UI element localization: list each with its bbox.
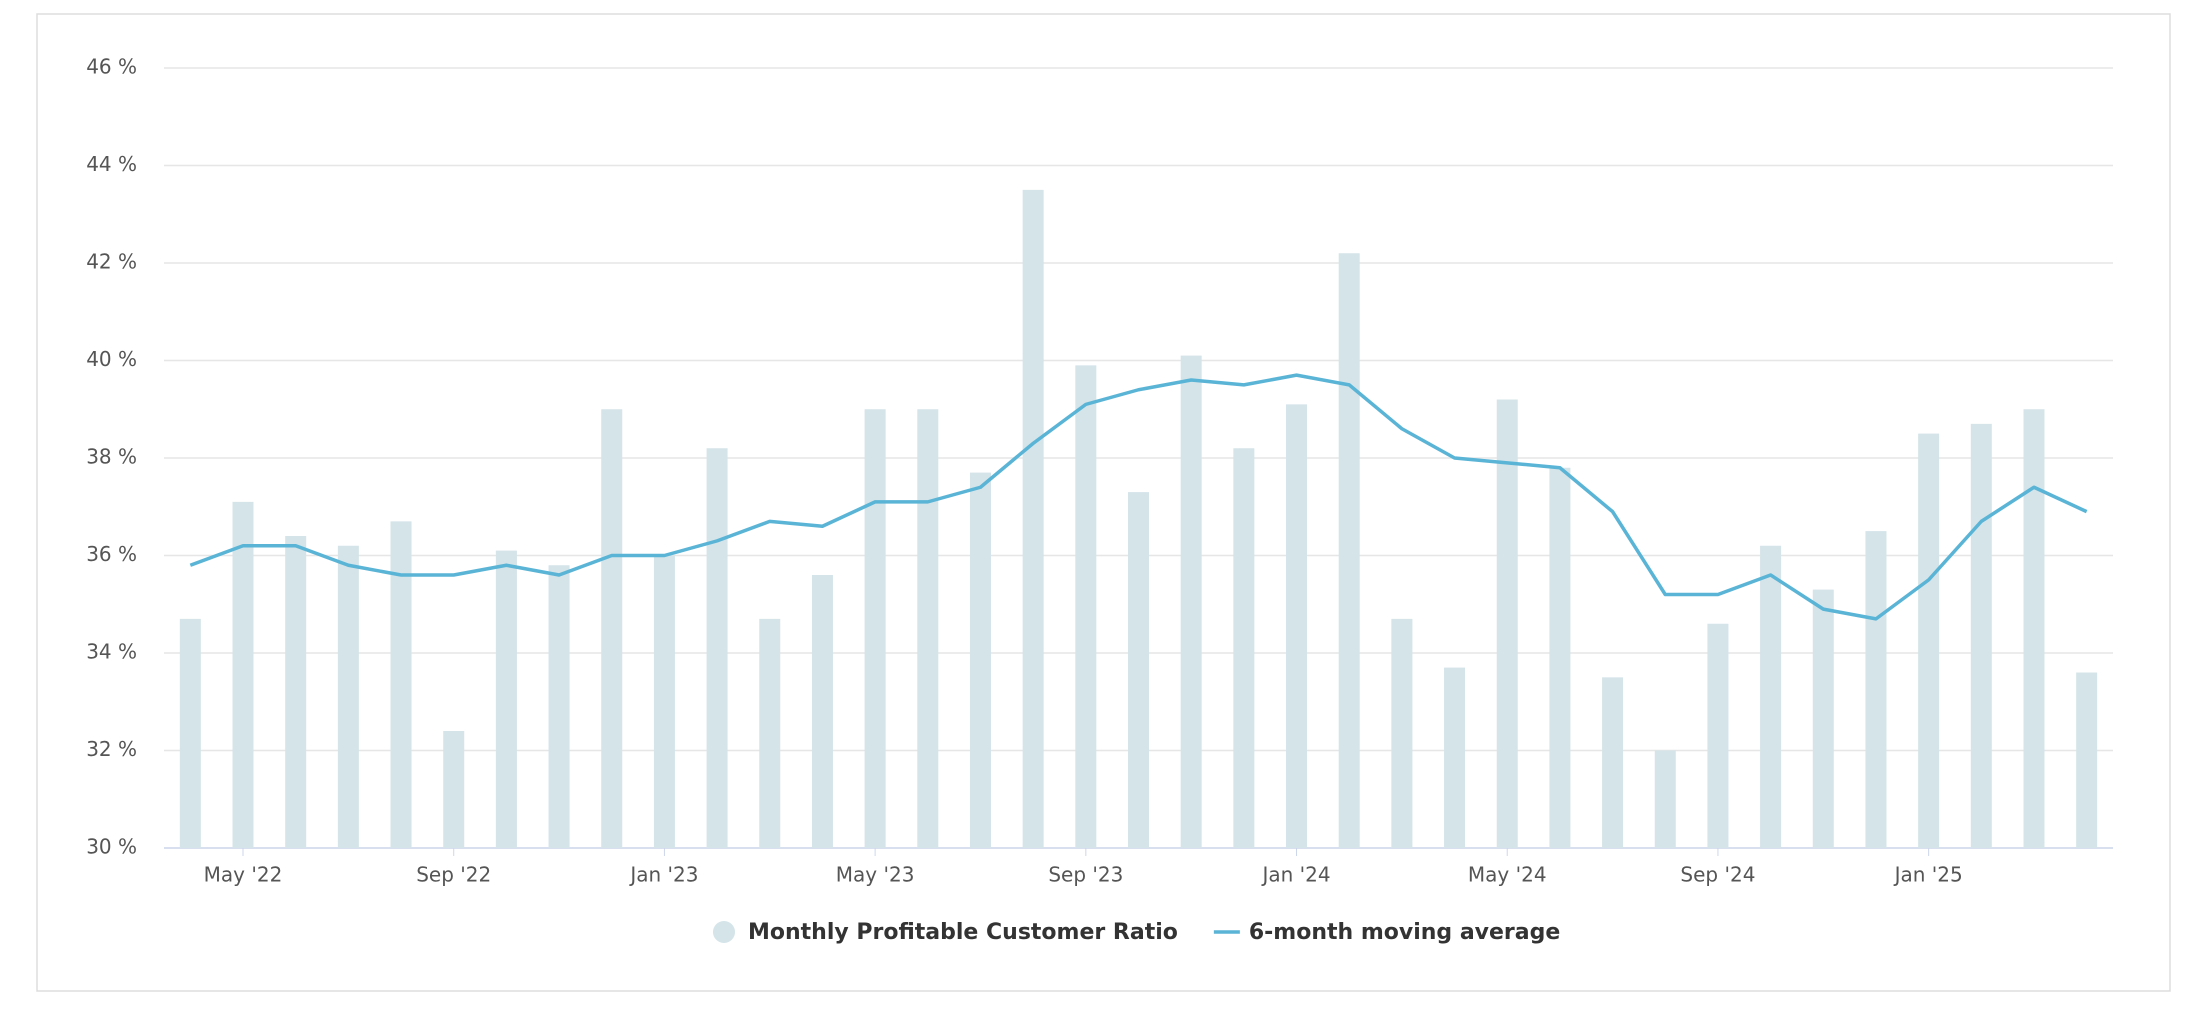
bar [548, 565, 570, 848]
y-tick-label: 32 % [86, 737, 137, 761]
bar [601, 409, 623, 848]
bar [1233, 448, 1255, 848]
bar [232, 501, 254, 848]
bar [1970, 423, 1992, 848]
bar [1075, 365, 1097, 848]
y-tick-label: 40 % [86, 347, 137, 371]
bar [179, 618, 201, 848]
line [189, 373, 2088, 621]
y-tick-label: 38 % [86, 445, 137, 469]
x-tick-label: May '24 [1468, 863, 1547, 887]
y-tick-label: 34 % [86, 640, 137, 664]
bar [443, 731, 465, 848]
x-tick-label: Jan '23 [628, 863, 698, 887]
bar [2023, 409, 2045, 848]
bar [1760, 545, 1782, 848]
bar [706, 448, 728, 848]
y-tick-label: 42 % [86, 250, 137, 274]
y-tick-label: 44 % [86, 152, 137, 176]
bar [917, 409, 939, 848]
y-tick-label: 36 % [86, 542, 137, 566]
bar [811, 575, 833, 848]
bar [1444, 667, 1466, 848]
bar [1549, 467, 1571, 848]
bar [1602, 677, 1624, 848]
bar [1391, 618, 1413, 848]
bar [1022, 189, 1044, 848]
bar [2076, 672, 2098, 848]
x-tick-label: Jan '24 [1260, 863, 1330, 887]
bar [1338, 253, 1360, 848]
legend-label[interactable]: Monthly Profitable Customer Ratio [748, 920, 1178, 945]
bar [495, 550, 517, 848]
bar [759, 618, 781, 848]
legend-marker[interactable] [713, 921, 735, 943]
x-tick-label: Jan '25 [1893, 863, 1963, 887]
x-tick-label: Sep '23 [1048, 863, 1123, 887]
x-tick-label: May '22 [204, 863, 283, 887]
bar [864, 409, 886, 848]
bar [653, 555, 675, 848]
bar [1865, 531, 1887, 848]
bar [1496, 399, 1518, 848]
bar [390, 521, 412, 848]
x-tick-label: Sep '22 [416, 863, 491, 887]
bar [1918, 433, 1940, 848]
bar [1286, 404, 1308, 848]
bar [1654, 750, 1676, 848]
bar [1812, 589, 1834, 848]
x-tick-label: Sep '24 [1680, 863, 1755, 887]
bar [1128, 492, 1149, 848]
bar [285, 536, 307, 848]
y-tick-label: 46 % [86, 55, 137, 79]
y-tick-label: 30 % [86, 835, 137, 859]
legend-label[interactable]: 6-month moving average [1249, 920, 1560, 945]
bar [337, 545, 359, 848]
bar [1180, 355, 1202, 848]
bar [969, 472, 991, 848]
x-tick-label: May '23 [836, 863, 915, 887]
bar [1707, 623, 1729, 848]
